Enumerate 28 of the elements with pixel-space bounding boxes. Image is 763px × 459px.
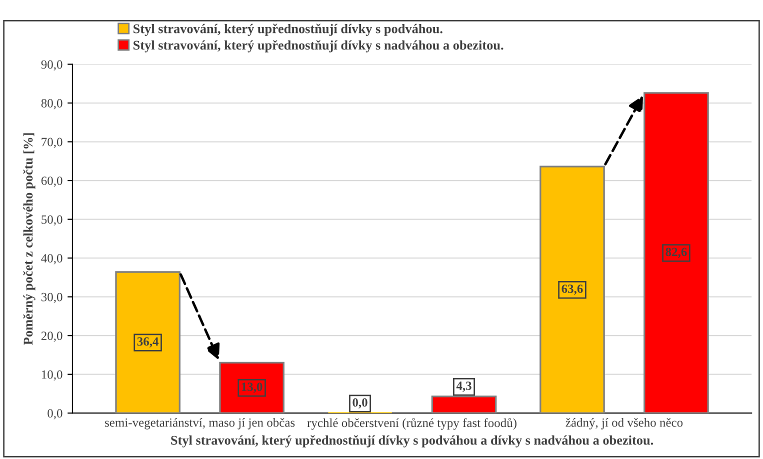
bar <box>219 362 284 414</box>
data-label: 13,0 <box>242 382 262 393</box>
y-tick-label: 20,0 <box>41 332 62 342</box>
y-axis-title: Poměrný počet z celkového počtu [%] <box>23 133 36 345</box>
data-label: 4,3 <box>456 382 472 392</box>
data-label: 82,6 <box>666 248 687 258</box>
bar <box>431 396 497 414</box>
y-tick-label: 70,0 <box>42 138 62 148</box>
y-tick-label: 50,0 <box>42 215 62 226</box>
data-label: 36,4 <box>137 337 159 348</box>
bar <box>540 166 605 414</box>
legend-label: Styl stravování, který upřednostňují dívky s podváhou. <box>134 24 442 36</box>
bar <box>644 92 709 414</box>
y-tick-label: 0,0 <box>48 409 62 420</box>
y-tick-label: 60,0 <box>41 176 62 187</box>
y-tick-label: 80,0 <box>41 99 62 110</box>
legend-label: Styl stravování, který upřednostňují dívky s nadváhou a obezitou. <box>134 40 504 52</box>
data-label: 63,6 <box>562 284 583 295</box>
data-label: 0,0 <box>352 398 368 408</box>
x-tick-label: rychlé občerstvení (různé typy fast foodů) <box>307 418 516 430</box>
x-tick-label: žádný, jí od všeho něco <box>566 418 683 430</box>
x-tick-label: semi-vegetariánství, maso jí jen občas <box>105 418 295 430</box>
y-tick-label: 40,0 <box>41 254 62 264</box>
y-tick-label: 30,0 <box>41 292 62 304</box>
bar <box>115 271 180 414</box>
y-tick-label: 10,0 <box>42 370 62 381</box>
y-tick-label: 90,0 <box>41 60 62 71</box>
x-axis-title: Styl stravování, který upřednostňují dívky s podváhou a dívky s nadváhou a obezitou. <box>171 435 654 448</box>
